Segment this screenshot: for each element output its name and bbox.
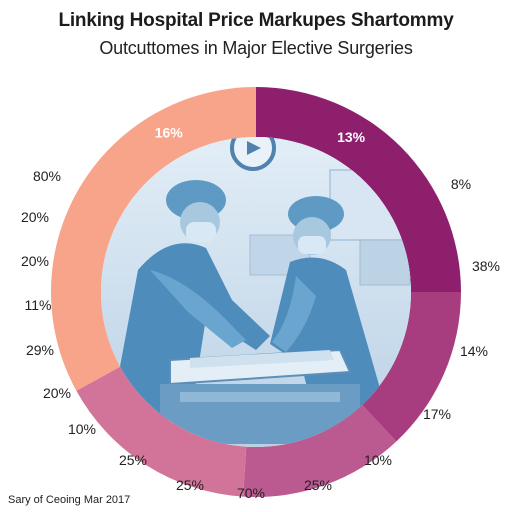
- right-surgeon: [270, 196, 392, 430]
- outer-label-right-5: 25%: [304, 477, 332, 493]
- outer-label-left-4: 29%: [26, 342, 54, 358]
- outer-label-left-6: 10%: [68, 421, 96, 437]
- chart-title: Linking Hospital Price Markupes Shartomm…: [58, 10, 454, 31]
- donut-slices: [51, 87, 461, 497]
- outer-label-left-0: 80%: [33, 168, 61, 184]
- chart-subtitle: Outcuttomes in Major Elective Surgeries: [99, 38, 413, 58]
- outer-label-left-8: 25%: [176, 477, 204, 493]
- donut-slice-1: [362, 292, 461, 442]
- left-surgeon: [110, 180, 270, 420]
- donut-slice-2: [243, 404, 397, 497]
- donut-slice-4: [51, 87, 256, 391]
- outer-label-right-4: 10%: [364, 452, 392, 468]
- outer-label-bottom-0: 70%: [237, 485, 265, 501]
- outer-label-left-5: 20%: [43, 385, 71, 401]
- outer-label-right-3: 17%: [423, 406, 451, 422]
- outer-label-left-3: 11%: [25, 297, 52, 313]
- outer-label-left-2: 20%: [21, 253, 49, 269]
- inner-label-1: 13%: [337, 129, 366, 145]
- outer-label-right-1: 38%: [472, 258, 500, 274]
- outer-labels: 80% 20% 20% 11% 29% 20% 10% 25% 25% 8% 38% 14% 17% 10…: [21, 168, 500, 501]
- outer-label-left-7: 25%: [119, 452, 147, 468]
- donut-slice-3: [76, 366, 247, 497]
- outer-label-left-1: 20%: [21, 209, 49, 225]
- footer-note: Sary of Ceoing Mar 2017: [8, 494, 131, 506]
- outer-label-right-2: 14%: [460, 343, 488, 359]
- inner-labels: 16% 13%: [155, 124, 366, 145]
- surgeons-operating-illustration: [101, 137, 411, 447]
- outer-label-right-0: 8%: [451, 176, 471, 192]
- inner-label-0: 16%: [155, 124, 184, 140]
- donut-slice-0: [256, 87, 461, 292]
